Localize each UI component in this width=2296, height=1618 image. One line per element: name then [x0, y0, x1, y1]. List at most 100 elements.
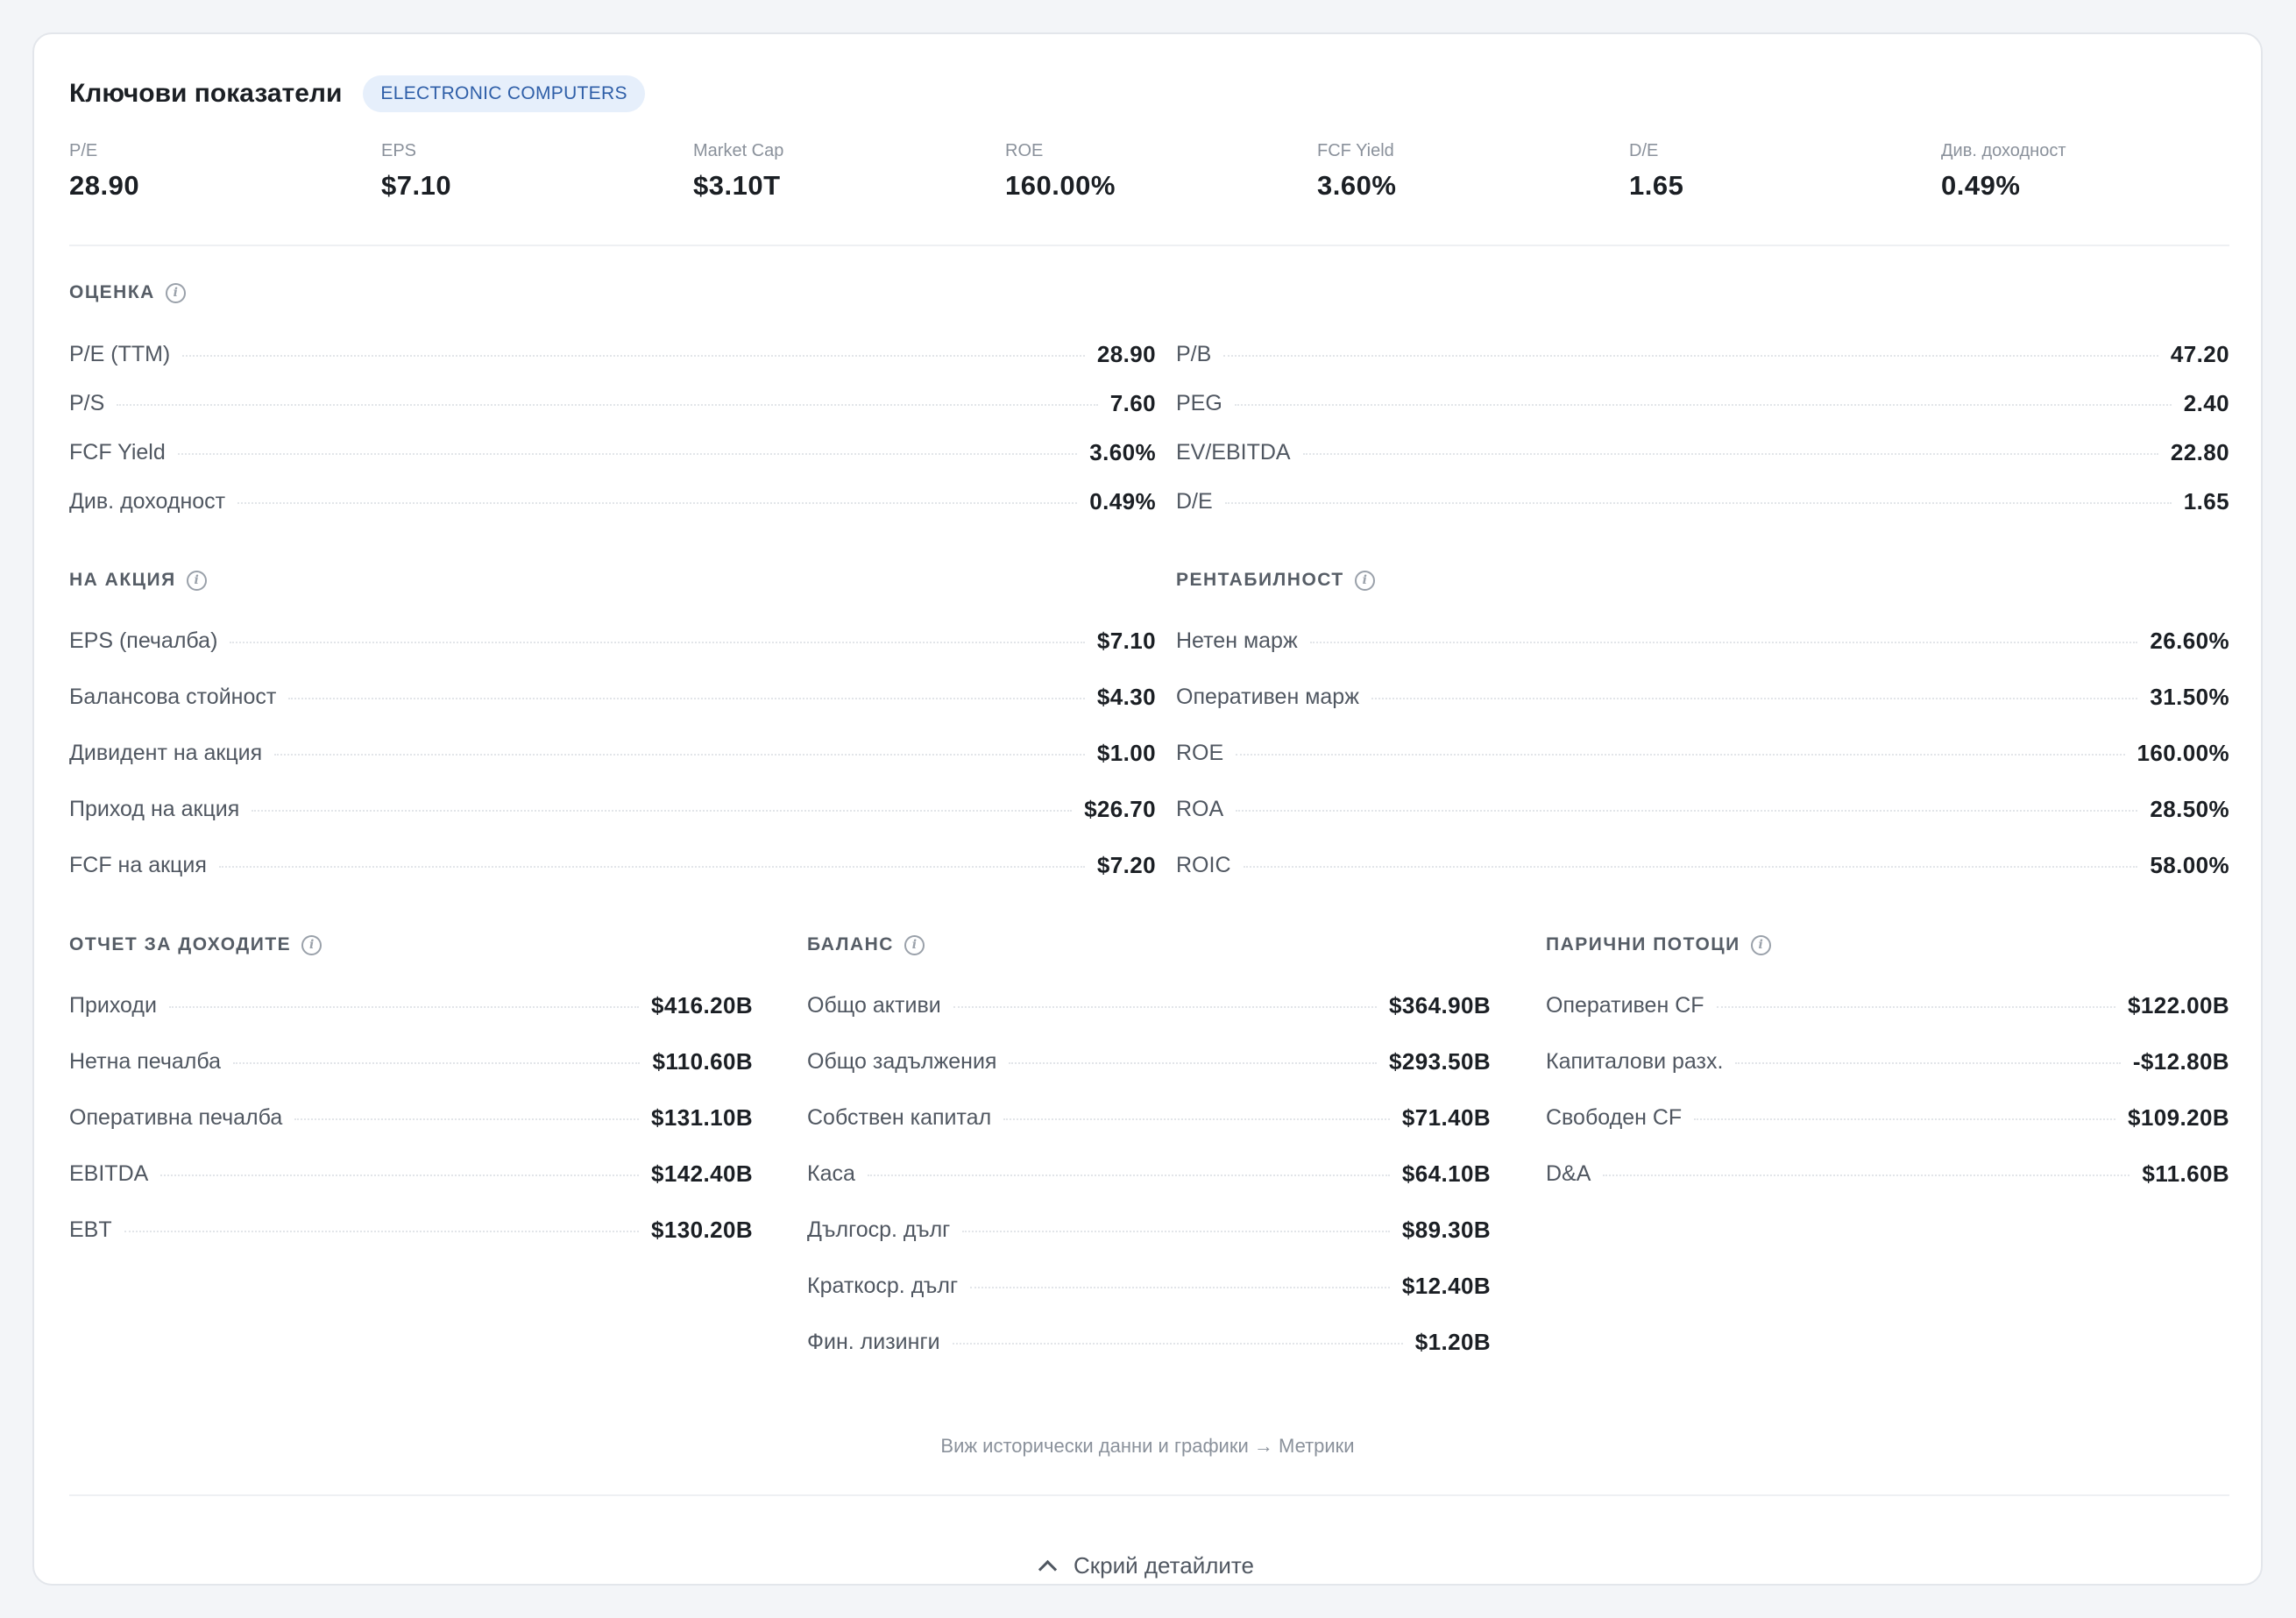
- list-item: Приходи $416.20B: [69, 988, 753, 1023]
- row-leader: [1223, 355, 2158, 357]
- top-metric-eps: EPS $7.10: [381, 141, 679, 202]
- list-item: EBITDA $142.40B: [69, 1156, 753, 1191]
- row-value: $293.50B: [1389, 1047, 1491, 1075]
- info-icon[interactable]: i: [165, 282, 186, 303]
- top-metric-label: FCF Yield: [1317, 141, 1394, 160]
- row-leader: [1735, 1062, 2121, 1064]
- top-metric-value: $3.10T: [693, 170, 781, 201]
- section-title: ОТЧЕТ ЗА ДОХОДИТЕ: [69, 934, 292, 954]
- key-metrics-card: Ключови показатели ELECTRONIC COMPUTERS …: [32, 32, 2263, 1586]
- row-leader: [962, 1231, 1390, 1232]
- row-label: Дългоср. дълг: [807, 1217, 951, 1242]
- top-metric-label: Див. доходност: [1941, 141, 2066, 160]
- row-leader: [168, 1006, 640, 1008]
- row-value: 1.65: [2183, 487, 2229, 514]
- info-icon[interactable]: i: [1354, 570, 1375, 591]
- info-icon[interactable]: i: [904, 934, 925, 955]
- row-value: $131.10B: [651, 1104, 753, 1131]
- top-metric-value: 28.90: [69, 170, 140, 201]
- row-value: 160.00%: [2137, 739, 2229, 766]
- row-leader: [274, 754, 1085, 756]
- list-item: Нетна печалба $110.60B: [69, 1044, 753, 1079]
- row-leader: [218, 866, 1085, 868]
- top-metrics-strip: P/E 28.90 EPS $7.10 Market Cap $3.10T RO…: [69, 141, 2229, 255]
- row-value: 3.60%: [1089, 438, 1156, 465]
- metrics-link[interactable]: Метрики: [1279, 1435, 1355, 1457]
- top-metric-dividend-yield: Див. доходност 0.49%: [1941, 141, 2239, 202]
- row-value: 47.20: [2170, 340, 2229, 367]
- row-value: $416.20B: [651, 991, 753, 1018]
- income-list: Приходи $416.20B Нетна печалба $110.60B …: [69, 988, 753, 1251]
- row-label: ROIC: [1176, 852, 1231, 877]
- valuation-left-list: P/E (TTM) 28.90 P/S 7.60 FCF Yield 3.60%…: [69, 337, 1156, 538]
- row-label: Общо задължения: [807, 1048, 997, 1074]
- row-label: Нетен марж: [1176, 628, 1298, 653]
- list-item: EV/EBITDA 22.80: [1176, 435, 2229, 470]
- balance-list: Общо активи $364.90B Общо задължения $29…: [807, 988, 1491, 1365]
- list-item: Оперативен марж 31.50%: [1176, 679, 2229, 714]
- row-leader: [288, 698, 1085, 699]
- info-icon[interactable]: i: [301, 934, 322, 955]
- row-value: $4.30: [1096, 683, 1156, 710]
- top-metric-value: $7.10: [381, 170, 452, 201]
- top-metric-roe: ROE 160.00%: [1005, 141, 1303, 202]
- row-label: Приход на акция: [69, 796, 240, 821]
- per-share-section-head: НА АКЦИЯ i: [69, 567, 1156, 593]
- row-label: Свободен CF: [1546, 1104, 1683, 1130]
- list-item: Балансова стойност $4.30: [69, 679, 1156, 714]
- row-label: Оперативен марж: [1176, 684, 1359, 709]
- historical-data-text: Виж исторически данни и графики →: [940, 1435, 1273, 1457]
- row-leader: [252, 810, 1073, 812]
- row-value: $110.60B: [652, 1047, 753, 1075]
- row-leader: [230, 642, 1085, 643]
- profitability-list: Нетен марж 26.60% Оперативен марж 31.50%…: [1176, 623, 2229, 886]
- list-item: Общо активи $364.90B: [807, 988, 1491, 1023]
- section-title: РЕНТАБИЛНОСТ: [1176, 570, 1344, 590]
- info-icon[interactable]: i: [1750, 934, 1771, 955]
- list-item: P/B 47.20: [1176, 337, 2229, 372]
- income-section-head: ОТЧЕТ ЗА ДОХОДИТЕ i: [69, 932, 753, 958]
- row-label: ROE: [1176, 740, 1224, 765]
- list-item: PEG 2.40: [1176, 386, 2229, 421]
- row-label: ROA: [1176, 796, 1224, 821]
- row-label: Каса: [807, 1160, 855, 1186]
- info-icon[interactable]: i: [186, 570, 207, 591]
- row-value: 31.50%: [2150, 683, 2229, 710]
- row-leader: [1236, 810, 2138, 812]
- row-label: EBITDA: [69, 1160, 149, 1186]
- row-label: Капиталови разх.: [1546, 1048, 1724, 1074]
- hide-details-button[interactable]: Скрий детайлите: [34, 1552, 2261, 1579]
- row-label: Оперативен CF: [1546, 992, 1704, 1018]
- row-label: EBT: [69, 1217, 112, 1242]
- row-value: 22.80: [2170, 438, 2229, 465]
- row-label: FCF на акция: [69, 852, 207, 877]
- top-metric-label: D/E: [1629, 141, 1659, 160]
- row-label: EV/EBITDA: [1176, 439, 1291, 465]
- hide-details-label: Скрий детайлите: [1073, 1552, 1255, 1579]
- chevron-up-icon: [1038, 1559, 1058, 1579]
- section-title: ОЦЕНКА: [69, 282, 155, 302]
- list-item: D&A $11.60B: [1546, 1156, 2229, 1191]
- cashflow-list: Оперативен CF $122.00B Капиталови разх. …: [1546, 988, 2229, 1207]
- section-title: НА АКЦИЯ: [69, 570, 176, 590]
- row-leader: [970, 1287, 1390, 1288]
- row-label: Приходи: [69, 992, 157, 1018]
- list-item: ROA 28.50%: [1176, 791, 2229, 827]
- row-value: $1.00: [1096, 739, 1156, 766]
- row-value: $1.20B: [1414, 1328, 1491, 1355]
- per-share-list: EPS (печалба) $7.10 Балансова стойност $…: [69, 623, 1156, 886]
- row-leader: [1371, 698, 2138, 699]
- top-metric-pe: P/E 28.90: [69, 141, 367, 202]
- page-background-strip: [0, 1588, 2296, 1618]
- list-item: D/E 1.65: [1176, 484, 2229, 519]
- section-title: БАЛАНС: [807, 934, 894, 954]
- row-value: 28.90: [1096, 340, 1156, 367]
- row-label: Собствен капитал: [807, 1104, 992, 1130]
- list-item: Капиталови разх. -$12.80B: [1546, 1044, 2229, 1079]
- list-item: P/E (TTM) 28.90: [69, 337, 1156, 372]
- top-metric-market-cap: Market Cap $3.10T: [693, 141, 991, 202]
- row-leader: [1603, 1174, 2130, 1176]
- row-leader: [952, 1343, 1403, 1345]
- row-value: 28.50%: [2150, 795, 2229, 822]
- row-label: Див. доходност: [69, 488, 226, 514]
